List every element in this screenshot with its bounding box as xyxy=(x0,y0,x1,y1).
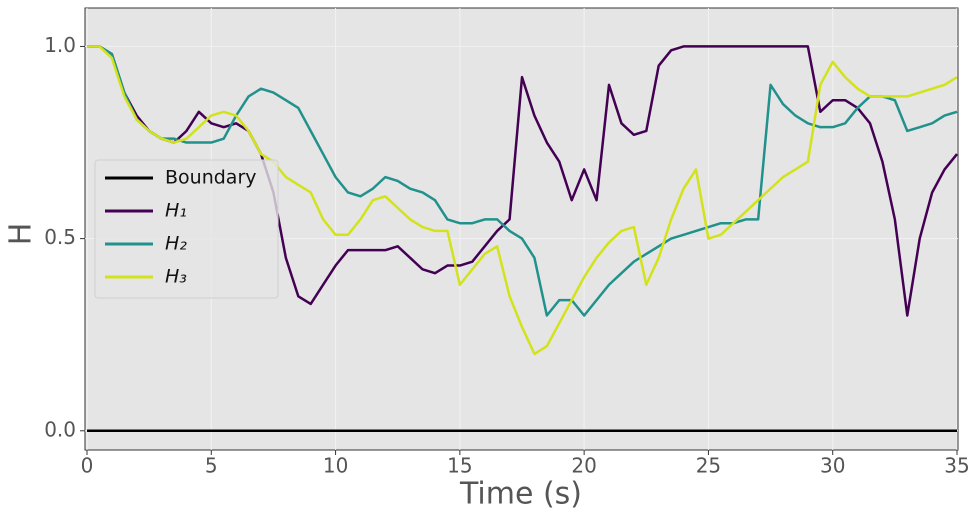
y-tick-label: 0.0 xyxy=(44,417,76,441)
legend-label: H₂ xyxy=(165,233,187,255)
legend-label: Boundary xyxy=(165,167,257,189)
x-tick-label: 35 xyxy=(944,454,969,478)
legend-label: H₁ xyxy=(165,200,187,222)
x-tick-label: 25 xyxy=(696,454,721,478)
x-tick-label: 10 xyxy=(323,454,348,478)
x-tick-label: 30 xyxy=(820,454,845,478)
line-series xyxy=(87,45,958,356)
y-axis-label: H xyxy=(4,223,39,246)
x-tick-label: 15 xyxy=(447,454,472,478)
x-tick-label: 20 xyxy=(571,454,596,478)
x-tick-label: 0 xyxy=(81,454,94,478)
y-tick-label: 1.0 xyxy=(44,33,76,57)
legend-label: H₃ xyxy=(165,266,187,288)
y-tick-label: 0.5 xyxy=(44,225,76,249)
x-tick-label: 5 xyxy=(205,454,218,478)
legend-box xyxy=(94,159,279,299)
line-series xyxy=(87,45,958,317)
x-axis-label: Time (s) xyxy=(459,477,582,512)
